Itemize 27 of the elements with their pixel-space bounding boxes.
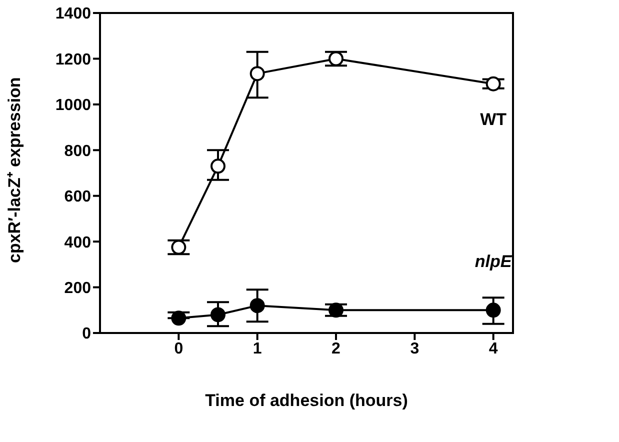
y-tick-label: 800 — [64, 142, 92, 160]
point — [486, 76, 501, 92]
point — [210, 307, 226, 322]
y-tick-label: 400 — [64, 234, 92, 252]
text: nlpE — [474, 252, 513, 272]
x-tick-label: 2 — [332, 340, 341, 358]
x-tick-label: 0 — [174, 340, 184, 358]
point — [250, 298, 265, 314]
point — [210, 158, 226, 174]
y-tick-label: 200 — [64, 280, 92, 297]
point — [486, 302, 501, 318]
x-tick-label: 3 — [410, 340, 420, 358]
y-tick-label: 1000 — [55, 97, 92, 114]
point — [171, 240, 186, 255]
point — [171, 310, 186, 326]
series-label: WT — [479, 110, 508, 130]
y-axis-title: cpxR′-lacZ⁺ expression — [5, 77, 24, 263]
point — [328, 51, 344, 66]
point — [250, 66, 265, 82]
x-tick-label: 4 — [488, 340, 498, 358]
y-tick-label: 1200 — [55, 51, 92, 68]
y-tick-label: 600 — [64, 188, 92, 206]
x-axis-title: Time of adhesion (hours) — [205, 391, 408, 410]
y-tick-label: 1400 — [55, 6, 92, 23]
point — [328, 302, 344, 318]
y-tick-label: 0 — [82, 326, 92, 343]
x-tick-label: 1 — [252, 340, 262, 358]
